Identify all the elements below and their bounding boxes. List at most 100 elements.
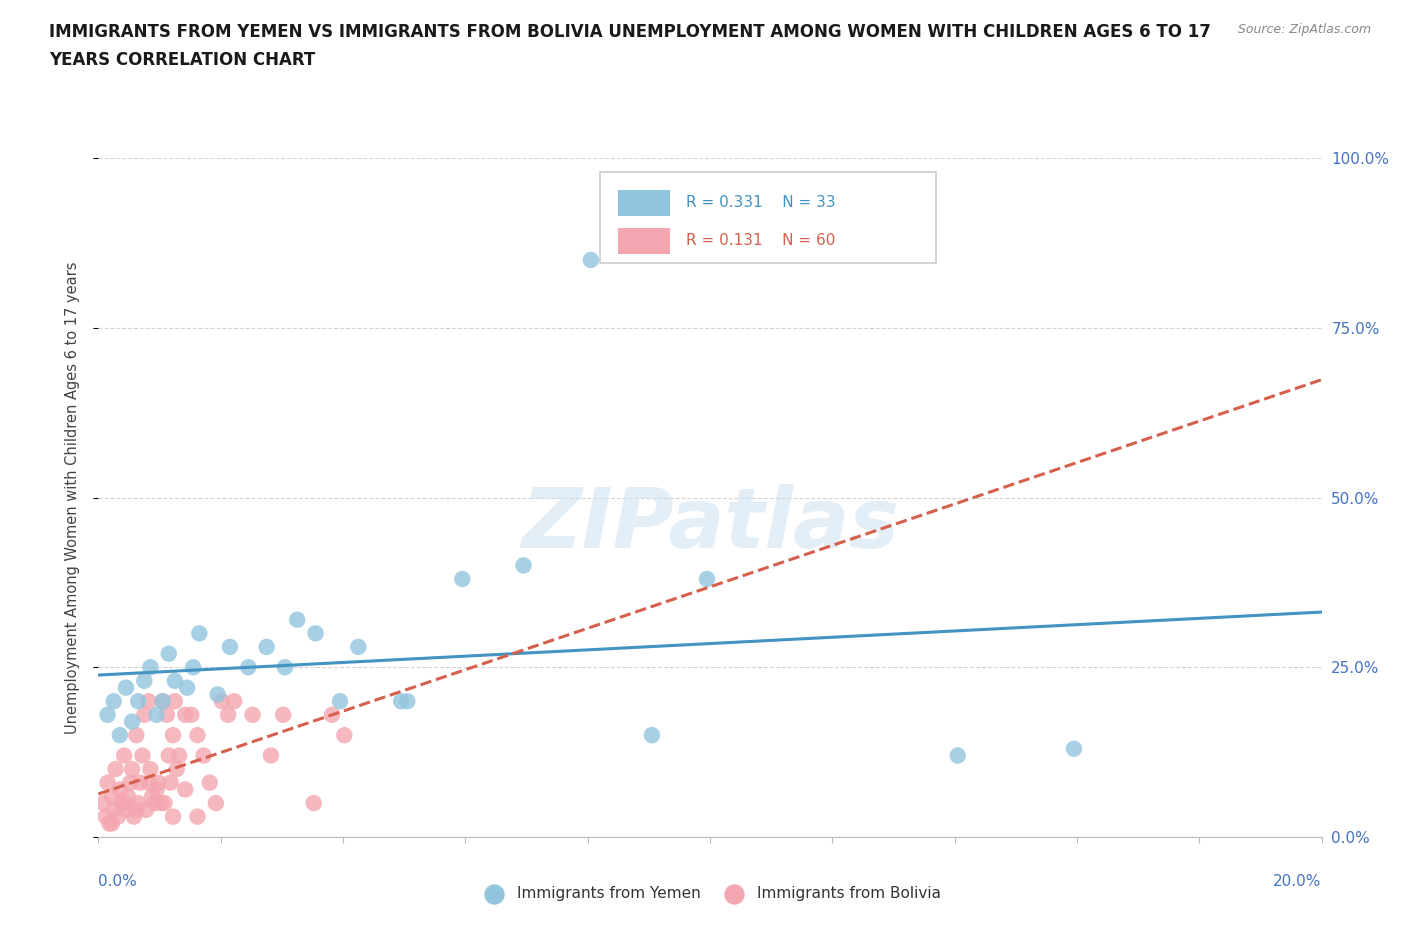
Point xyxy=(946,748,969,763)
Point xyxy=(98,816,121,830)
Point xyxy=(285,612,308,627)
Point xyxy=(134,708,156,723)
Text: ZIPatlas: ZIPatlas xyxy=(522,485,898,565)
Point xyxy=(152,694,174,709)
Point xyxy=(641,727,664,742)
Point xyxy=(108,727,131,742)
Point xyxy=(138,776,160,790)
Point xyxy=(149,796,172,811)
Point xyxy=(347,640,370,655)
Point xyxy=(117,789,139,804)
Point xyxy=(166,762,188,777)
Point xyxy=(129,776,152,790)
Point xyxy=(115,680,138,695)
Point xyxy=(125,803,148,817)
Point xyxy=(1063,741,1085,756)
Text: Source: ZipAtlas.com: Source: ZipAtlas.com xyxy=(1237,23,1371,36)
Point xyxy=(174,782,197,797)
Point xyxy=(156,708,179,723)
Point xyxy=(104,762,127,777)
Point xyxy=(103,803,125,817)
Point xyxy=(205,796,228,811)
Point xyxy=(101,816,124,830)
Point xyxy=(256,640,278,655)
Y-axis label: Unemployment Among Women with Children Ages 6 to 17 years: Unemployment Among Women with Children A… xyxy=(65,261,80,734)
Point xyxy=(696,572,718,587)
Point xyxy=(162,727,184,742)
Point xyxy=(145,782,167,797)
Text: YEARS CORRELATION CHART: YEARS CORRELATION CHART xyxy=(49,51,315,69)
Point xyxy=(112,796,135,811)
Text: 0.0%: 0.0% xyxy=(98,874,138,889)
Point xyxy=(141,789,163,804)
Point xyxy=(157,646,180,661)
FancyBboxPatch shape xyxy=(619,228,669,254)
Point xyxy=(111,796,134,811)
Point xyxy=(304,626,326,641)
Point xyxy=(131,748,153,763)
Point xyxy=(271,708,294,723)
Point xyxy=(121,714,143,729)
Point xyxy=(167,748,190,763)
Point xyxy=(329,694,352,709)
Point xyxy=(333,727,356,742)
Text: IMMIGRANTS FROM YEMEN VS IMMIGRANTS FROM BOLIVIA UNEMPLOYMENT AMONG WOMEN WITH C: IMMIGRANTS FROM YEMEN VS IMMIGRANTS FROM… xyxy=(49,23,1211,41)
Point xyxy=(157,748,180,763)
Point xyxy=(176,680,198,695)
Point xyxy=(217,708,239,723)
Point xyxy=(121,762,143,777)
Point xyxy=(274,660,297,675)
Point xyxy=(108,782,131,797)
Point xyxy=(127,694,149,709)
Point xyxy=(97,708,120,723)
Point xyxy=(112,748,135,763)
Point xyxy=(127,796,149,811)
FancyBboxPatch shape xyxy=(619,190,669,216)
Text: R = 0.131    N = 60: R = 0.131 N = 60 xyxy=(686,233,835,248)
Point xyxy=(152,694,174,709)
Point xyxy=(181,660,204,675)
Point xyxy=(138,694,160,709)
Point xyxy=(211,694,233,709)
Point xyxy=(134,673,156,688)
Point xyxy=(219,640,242,655)
Text: 20.0%: 20.0% xyxy=(1274,874,1322,889)
Point xyxy=(135,803,157,817)
Point xyxy=(97,776,120,790)
Point xyxy=(153,796,176,811)
Legend: Immigrants from Yemen, Immigrants from Bolivia: Immigrants from Yemen, Immigrants from B… xyxy=(472,880,948,908)
Point xyxy=(396,694,419,709)
Point xyxy=(145,708,167,723)
Point xyxy=(389,694,412,709)
Point xyxy=(94,809,117,824)
Point xyxy=(163,673,186,688)
Point xyxy=(125,727,148,742)
Point xyxy=(91,796,114,811)
Point xyxy=(238,660,260,675)
Point xyxy=(188,626,211,641)
Point xyxy=(139,762,162,777)
Point xyxy=(198,776,221,790)
Point xyxy=(143,796,166,811)
Point xyxy=(163,694,186,709)
Point xyxy=(579,252,602,268)
Point xyxy=(302,796,325,811)
Point xyxy=(207,687,229,702)
Point xyxy=(120,776,142,790)
Point xyxy=(180,708,202,723)
Point xyxy=(193,748,215,763)
Point xyxy=(451,572,474,587)
Point xyxy=(159,776,181,790)
Point xyxy=(162,809,184,824)
FancyBboxPatch shape xyxy=(600,172,936,263)
Point xyxy=(115,803,138,817)
Point xyxy=(512,558,534,573)
Point xyxy=(139,660,162,675)
Point xyxy=(260,748,283,763)
Point xyxy=(321,708,343,723)
Point xyxy=(242,708,264,723)
Text: R = 0.331    N = 33: R = 0.331 N = 33 xyxy=(686,195,835,210)
Point xyxy=(148,776,170,790)
Point xyxy=(107,809,129,824)
Point xyxy=(174,708,197,723)
